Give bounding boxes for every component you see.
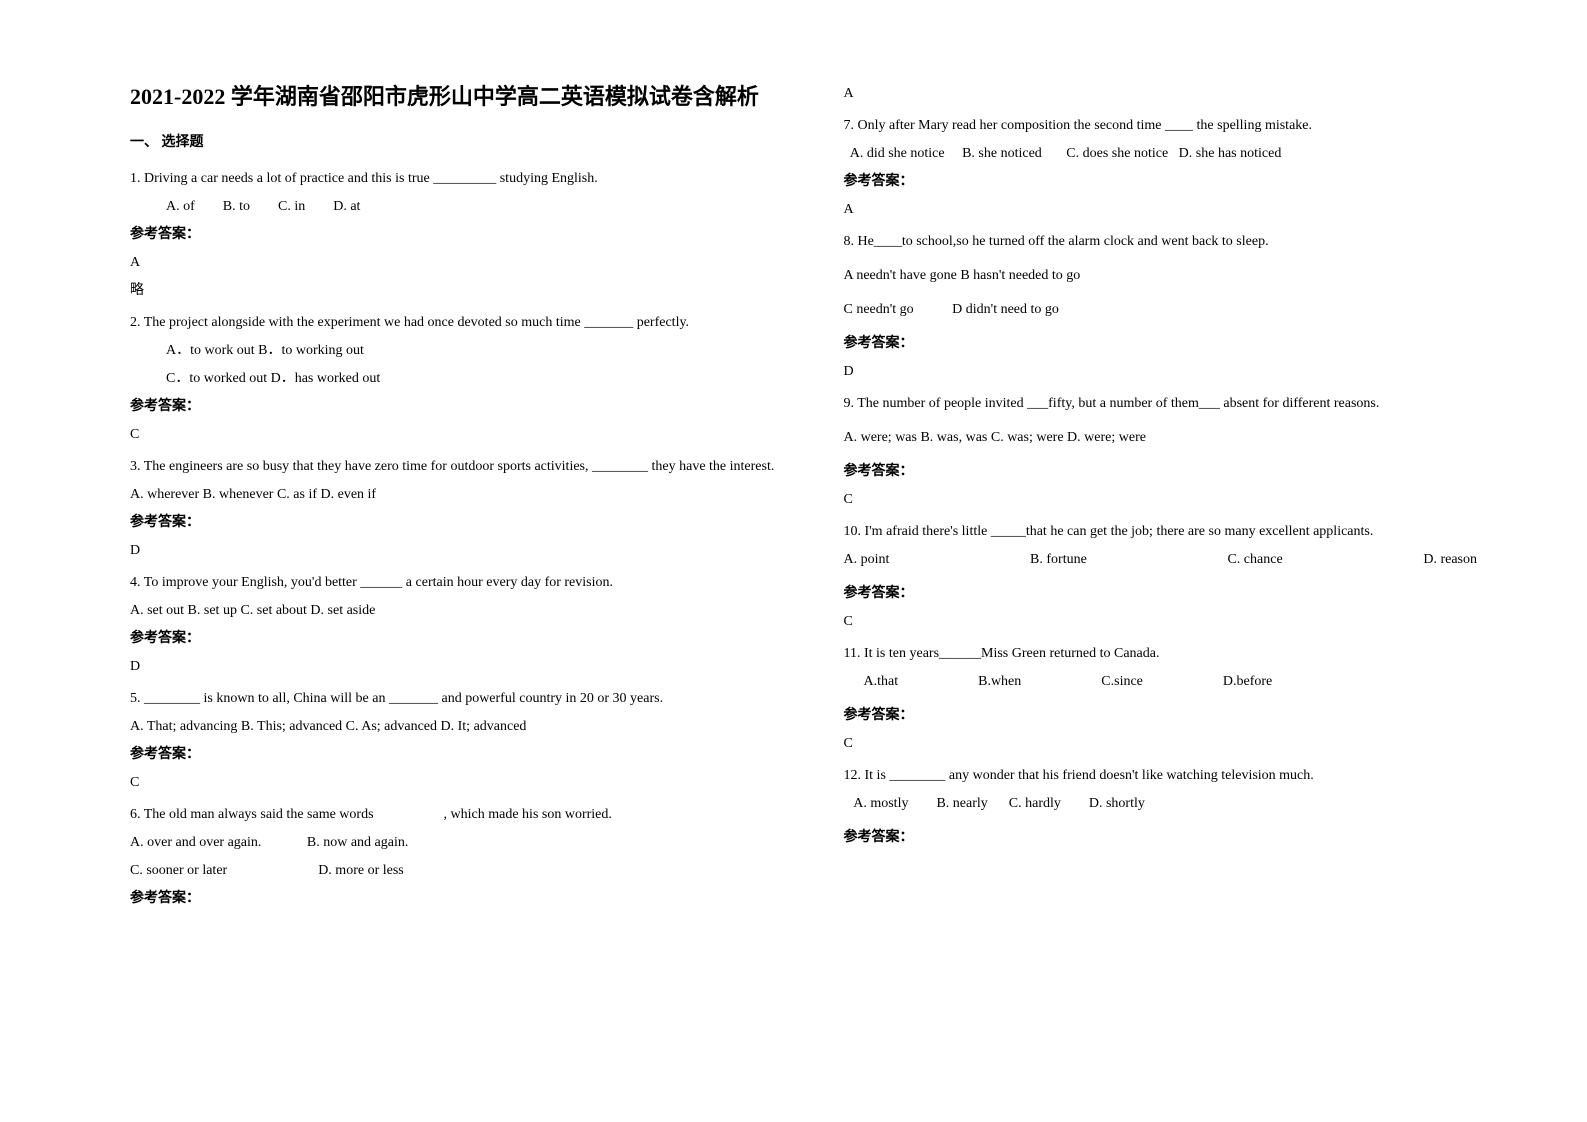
q10-opt-c: C. chance	[1227, 546, 1282, 574]
question-5: 5. ________ is known to all, China will …	[130, 685, 784, 741]
q6-answer: A	[844, 80, 1498, 108]
q11-opt-c: C.since	[1101, 668, 1143, 696]
q10-opt-d: D. reason	[1423, 546, 1477, 574]
q7-answer: A	[844, 196, 1498, 224]
answer-label: 参考答案：	[130, 509, 784, 537]
q10-options: A. point B. fortune C. chance D. reason	[844, 546, 1498, 574]
q8-options-1: A needn't have gone B hasn't needed to g…	[844, 262, 1498, 290]
question-10: 10. I'm afraid there's little _____that …	[844, 518, 1498, 574]
q10-opt-b: B. fortune	[1030, 546, 1087, 574]
q10-answer: C	[844, 608, 1498, 636]
q10-text: 10. I'm afraid there's little _____that …	[844, 518, 1498, 546]
left-column: 2021-2022 学年湖南省邵阳市虎形山中学高二英语模拟试卷含解析 一、 选择…	[100, 80, 814, 1082]
q2-text: 2. The project alongside with the experi…	[130, 309, 784, 337]
question-9: 9. The number of people invited ___fifty…	[844, 390, 1498, 452]
q12-text: 12. It is ________ any wonder that his f…	[844, 762, 1498, 790]
answer-label: 参考答案：	[130, 221, 784, 249]
q1-answer: A	[130, 249, 784, 277]
q8-answer: D	[844, 358, 1498, 386]
answer-label: 参考答案：	[844, 168, 1498, 196]
q5-text: 5. ________ is known to all, China will …	[130, 685, 784, 713]
q9-text: 9. The number of people invited ___fifty…	[844, 390, 1498, 418]
q1-options: A. of B. to C. in D. at	[166, 193, 784, 221]
q2-answer: C	[130, 421, 784, 449]
q11-text: 11. It is ten years______Miss Green retu…	[844, 640, 1498, 668]
q7-options: A. did she notice B. she noticed C. does…	[844, 140, 1498, 168]
answer-label: 参考答案：	[130, 885, 784, 913]
answer-label: 参考答案：	[130, 625, 784, 653]
q6-text: 6. The old man always said the same word…	[130, 801, 784, 829]
section-heading: 一、 选择题	[130, 129, 784, 157]
answer-label: 参考答案：	[844, 702, 1498, 730]
question-12: 12. It is ________ any wonder that his f…	[844, 762, 1498, 818]
question-1: 1. Driving a car needs a lot of practice…	[130, 165, 784, 221]
q6-options-2: C. sooner or later D. more or less	[130, 857, 784, 885]
q11-answer: C	[844, 730, 1498, 758]
q6-options-1: A. over and over again. B. now and again…	[130, 829, 784, 857]
question-11: 11. It is ten years______Miss Green retu…	[844, 640, 1498, 696]
q1-text: 1. Driving a car needs a lot of practice…	[130, 165, 784, 193]
question-7: 7. Only after Mary read her composition …	[844, 112, 1498, 168]
answer-label: 参考答案：	[844, 824, 1498, 852]
q7-text: 7. Only after Mary read her composition …	[844, 112, 1498, 140]
answer-label: 参考答案：	[844, 580, 1498, 608]
answer-label: 参考答案：	[130, 741, 784, 769]
q12-options: A. mostly B. nearly C. hardly D. shortly	[844, 790, 1498, 818]
q3-text: 3. The engineers are so busy that they h…	[130, 453, 784, 481]
q5-options: A. That; advancing B. This; advanced C. …	[130, 713, 784, 741]
q4-text: 4. To improve your English, you'd better…	[130, 569, 784, 597]
q4-answer: D	[130, 653, 784, 681]
q11-opt-d: D.before	[1223, 668, 1272, 696]
doc-title: 2021-2022 学年湖南省邵阳市虎形山中学高二英语模拟试卷含解析	[130, 80, 784, 113]
question-4: 4. To improve your English, you'd better…	[130, 569, 784, 625]
question-8: 8. He____to school,so he turned off the …	[844, 228, 1498, 324]
q5-answer: C	[130, 769, 784, 797]
answer-label: 参考答案：	[130, 393, 784, 421]
q10-opt-a: A. point	[844, 546, 890, 574]
q9-options: A. were; was B. was, was C. was; were D.…	[844, 424, 1498, 452]
omit: 略	[130, 277, 784, 305]
q11-opt-a: A.that	[864, 668, 899, 696]
right-column: A 7. Only after Mary read her compositio…	[814, 80, 1528, 1082]
question-6: 6. The old man always said the same word…	[130, 801, 784, 885]
page: 2021-2022 学年湖南省邵阳市虎形山中学高二英语模拟试卷含解析 一、 选择…	[0, 0, 1587, 1122]
question-3: 3. The engineers are so busy that they h…	[130, 453, 784, 509]
q2-options-2: C．to worked out D．has worked out	[166, 365, 784, 393]
q3-answer: D	[130, 537, 784, 565]
q11-opt-b: B.when	[978, 668, 1021, 696]
answer-label: 参考答案：	[844, 330, 1498, 358]
answer-label: 参考答案：	[844, 458, 1498, 486]
q9-answer: C	[844, 486, 1498, 514]
q4-options: A. set out B. set up C. set about D. set…	[130, 597, 784, 625]
q3-options: A. wherever B. whenever C. as if D. even…	[130, 481, 784, 509]
q8-text: 8. He____to school,so he turned off the …	[844, 228, 1498, 256]
q11-options: A.that B.when C.since D.before	[844, 668, 1498, 696]
q2-options-1: A．to work out B．to working out	[166, 337, 784, 365]
question-2: 2. The project alongside with the experi…	[130, 309, 784, 393]
q8-options-2: C needn't go D didn't need to go	[844, 296, 1498, 324]
